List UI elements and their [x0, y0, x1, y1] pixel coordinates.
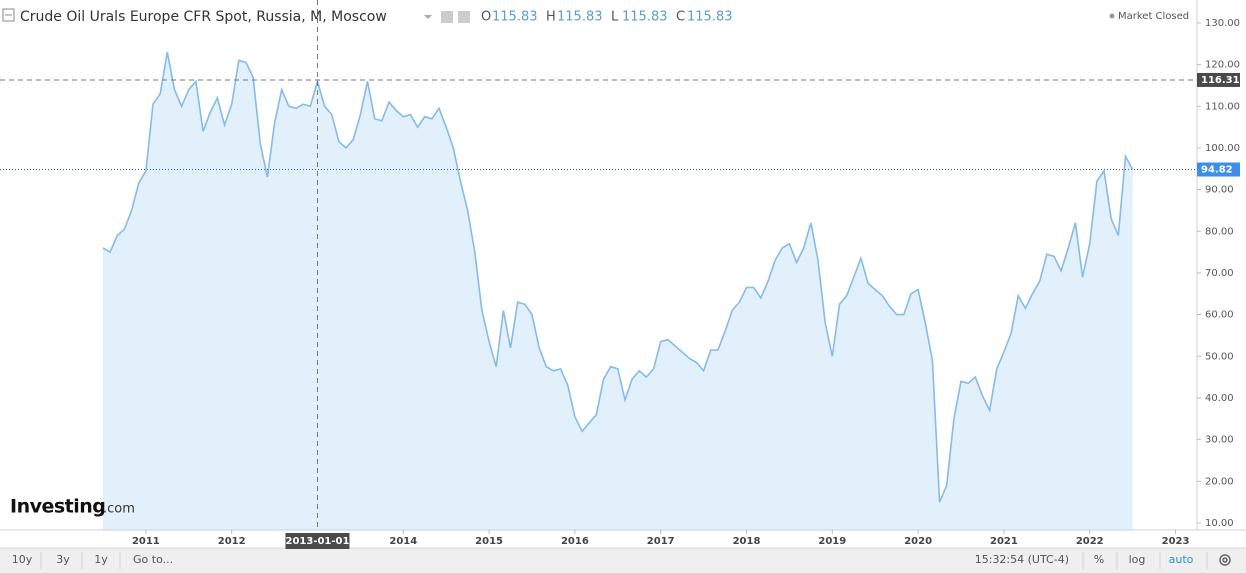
- crosshair-x-label-bg: [285, 533, 350, 549]
- market-status: Market Closed: [1118, 11, 1189, 22]
- y-tick-label: 10.00: [1205, 518, 1234, 529]
- line: [102, 51, 1134, 503]
- x-tick-label: 2019: [818, 536, 846, 547]
- logo: Investing: [10, 496, 105, 518]
- settings-gear[interactable]: [1219, 554, 1231, 566]
- y-tick-label: 50.00: [1205, 351, 1234, 362]
- chart-title: Crude Oil Urals Europe CFR Spot, Russia,…: [20, 9, 387, 25]
- last-price-label-bg: [1197, 162, 1240, 177]
- y-tick-label: 100.00: [1205, 143, 1240, 154]
- logo-suffix: .com: [103, 502, 135, 517]
- status-dot: [1109, 13, 1115, 19]
- last-price-label: 94.82: [1201, 165, 1233, 176]
- dropdown-icon[interactable]: [424, 15, 432, 19]
- scale-option[interactable]: %: [1094, 553, 1104, 566]
- ohlc-value: 115.83: [557, 10, 603, 25]
- x-tick-label: 2012: [218, 536, 246, 547]
- goto-button[interactable]: Go to...: [133, 553, 173, 566]
- ohlc-value: 115.83: [687, 10, 733, 25]
- ohlc-label: L: [611, 10, 619, 25]
- x-tick-label: 2020: [904, 536, 932, 547]
- compare-icon[interactable]: [458, 11, 470, 23]
- y-tick-label: 20.00: [1205, 476, 1234, 487]
- x-tick-label: 2022: [1076, 536, 1104, 547]
- ohlc: O 115.83 H 115.83 L 115.83 C 115.83: [481, 10, 733, 25]
- toolbar: [0, 548, 1246, 573]
- range-button[interactable]: 3y: [56, 553, 70, 566]
- x-tick-label: 2017: [647, 536, 675, 547]
- y-tick-label: 90.00: [1205, 185, 1234, 196]
- y-tick-label: 30.00: [1205, 435, 1234, 446]
- ohlc-label: H: [546, 10, 556, 25]
- x-tick-label: 2021: [990, 536, 1018, 547]
- x-tick-label: 2015: [475, 536, 503, 547]
- plot-area: [0, 0, 1197, 530]
- y-tick-label: 120.00: [1205, 60, 1240, 71]
- y-tick-label: 40.00: [1205, 393, 1234, 404]
- y-tick-label: 130.00: [1205, 18, 1240, 29]
- y-tick-label: 80.00: [1205, 226, 1234, 237]
- ohlc-label: O: [481, 10, 491, 25]
- scale-option[interactable]: log: [1129, 553, 1146, 566]
- y-tick-label: 110.00: [1205, 101, 1240, 112]
- x-tick-label: 2016: [561, 536, 589, 547]
- ohlc-label: C: [676, 10, 685, 25]
- toolbar-items: 10y 3y 1y Go to... 15:32:54 (UTC-4)% log auto: [12, 552, 1208, 569]
- range-button[interactable]: 1y: [94, 553, 108, 566]
- scale-option[interactable]: auto: [1169, 553, 1194, 566]
- x-tick-label: 2011: [132, 536, 160, 547]
- crosshair-y-label-bg: [1197, 72, 1240, 87]
- x-tick-label: 2014: [389, 536, 417, 547]
- y-tick-label: 70.00: [1205, 268, 1234, 279]
- crosshair-y-label: 116.31: [1201, 75, 1240, 86]
- settings-icon[interactable]: [441, 11, 453, 23]
- x-tick-label: 2018: [733, 536, 761, 547]
- crosshair-x-label: 2013-01-01: [285, 536, 349, 547]
- range-button[interactable]: 10y: [12, 553, 33, 566]
- y-tick-label: 60.00: [1205, 310, 1234, 321]
- ohlc-value: 115.83: [492, 10, 538, 25]
- symbol-icon: [2, 8, 15, 22]
- ohlc-value: 115.83: [622, 10, 668, 25]
- area: [103, 52, 1133, 530]
- x-tick-label: 2023: [1162, 536, 1190, 547]
- clock: 15:32:54 (UTC-4): [975, 553, 1069, 566]
